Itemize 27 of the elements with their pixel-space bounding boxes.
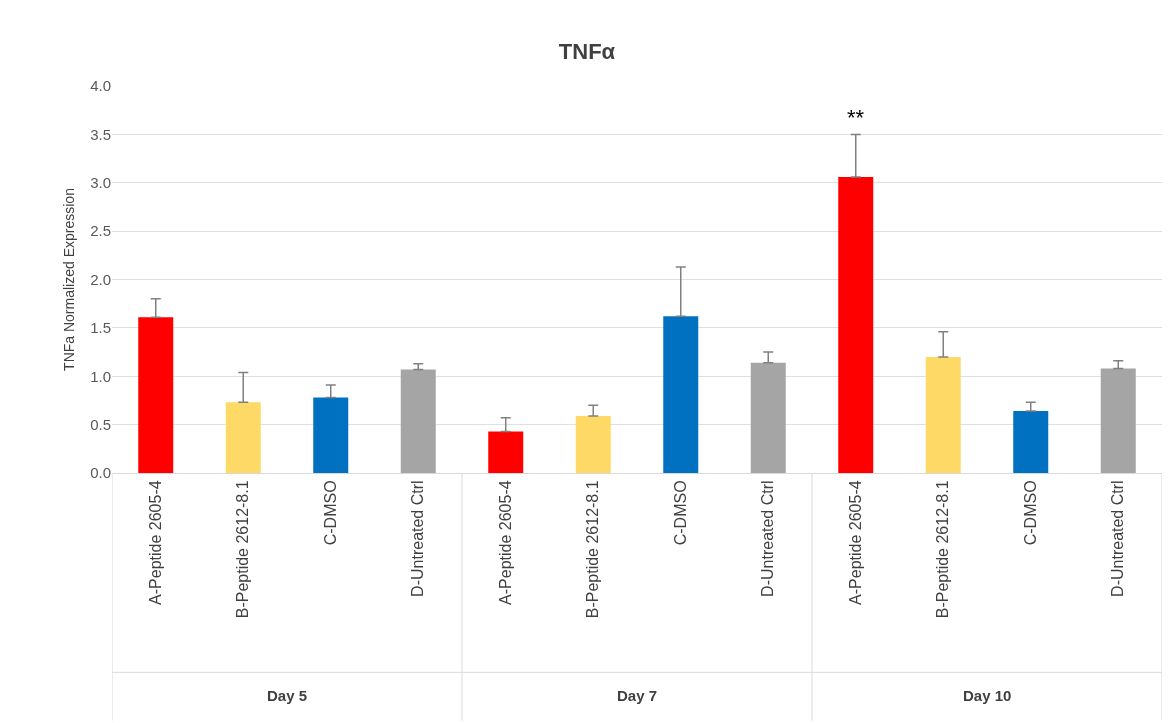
text: Day 7 bbox=[617, 687, 658, 704]
y-tick-label: 2.0 bbox=[90, 270, 111, 288]
x-tick-label: C-DMSO bbox=[321, 480, 339, 546]
y-tick-label: 4.0 bbox=[90, 77, 111, 95]
y-tick-label: 0.0 bbox=[90, 464, 111, 482]
chart-title: TNFα bbox=[558, 38, 616, 64]
x-tick-label: A-Peptide 2605-4 bbox=[146, 480, 164, 605]
x-tick-label: A-Peptide 2605-4 bbox=[496, 480, 514, 605]
annotation: ** bbox=[847, 105, 865, 130]
y-tick-label: 2.5 bbox=[90, 222, 111, 240]
y-tick-label: 3.5 bbox=[90, 125, 111, 143]
x-tick-label: C-DMSO bbox=[671, 480, 689, 546]
y-axis-title: TNFa Normalized Expression bbox=[60, 188, 77, 371]
x-tick-label: D-Untreated Ctrl bbox=[1109, 480, 1127, 597]
y-tick-label: 0.5 bbox=[90, 415, 111, 433]
y-tick-label: 3.0 bbox=[90, 174, 111, 191]
x-tick-label: C-DMSO bbox=[1021, 480, 1039, 546]
text: Day 5 bbox=[267, 687, 308, 704]
x-tick-label: B-Peptide 2612-8.1 bbox=[584, 480, 602, 619]
x-tick-label: D-Untreated Ctrl bbox=[409, 480, 427, 597]
x-tick-label: B-Peptide 2612-8.1 bbox=[234, 480, 252, 619]
x-tick-label: D-Untreated Ctrl bbox=[759, 480, 777, 597]
text: Day 10 bbox=[963, 687, 1012, 704]
y-tick-label: 1.5 bbox=[90, 319, 111, 337]
x-tick-label: B-Peptide 2612-8.1 bbox=[934, 480, 952, 619]
y-tick-label: 1.0 bbox=[90, 367, 111, 385]
x-tick-label: A-Peptide 2605-4 bbox=[846, 480, 864, 605]
